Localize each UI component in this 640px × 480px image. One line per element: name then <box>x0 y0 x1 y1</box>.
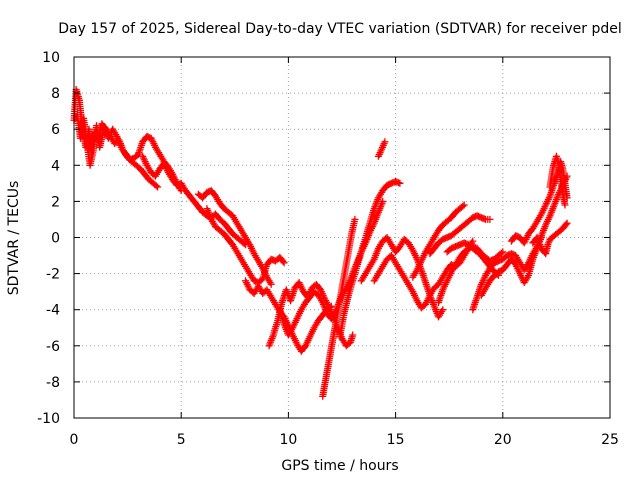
series-markers <box>546 152 569 209</box>
data-series-arc-9 <box>319 215 359 400</box>
data-series-arc-11 <box>374 138 389 160</box>
y-tick-label: 8 <box>51 86 60 102</box>
data-series <box>70 86 571 400</box>
series-markers <box>319 215 359 400</box>
x-tick-label: 20 <box>494 432 512 448</box>
y-tick-label: -6 <box>46 339 60 355</box>
y-tick-label: -4 <box>46 303 60 319</box>
series-markers <box>203 205 288 287</box>
series-markers <box>409 201 468 281</box>
series-markers <box>73 111 185 195</box>
series-markers <box>357 234 447 321</box>
chart-title: Day 157 of 2025, Sidereal Day-to-day VTE… <box>58 21 622 37</box>
series-markers <box>426 212 494 258</box>
x-tick-label: 5 <box>177 432 186 448</box>
x-axis-label: GPS time / hours <box>281 458 398 474</box>
x-tick-label: 25 <box>601 432 619 448</box>
y-tick-label: -2 <box>46 267 60 283</box>
y-tick-label: 0 <box>51 231 60 247</box>
series-markers <box>336 178 404 341</box>
y-tick-label: -10 <box>37 411 60 427</box>
series-markers <box>529 219 571 258</box>
data-series-arc-15 <box>426 212 494 258</box>
data-series-arc-12 <box>357 234 447 321</box>
y-tick-label: 6 <box>51 122 60 138</box>
data-series-arc-3 <box>139 152 249 249</box>
x-tick-label: 15 <box>387 432 405 448</box>
y-tick-label: -8 <box>46 375 60 391</box>
y-axis-label: SDTVAR / TECUs <box>6 181 22 296</box>
y-tick-label: 10 <box>42 50 60 66</box>
data-series-arc-10 <box>336 178 404 341</box>
data-series-arc-22 <box>546 152 569 209</box>
axis-ticks: 0 5 10 15 20 25 -10 -8 -6 -4 -2 0 2 4 6 8 10 <box>37 50 619 448</box>
series-markers <box>469 234 545 314</box>
x-tick-label: 0 <box>70 432 79 448</box>
series-markers <box>374 138 389 160</box>
y-tick-label: 4 <box>51 158 60 174</box>
series-markers <box>477 172 571 299</box>
data-series-arc-19 <box>477 172 571 299</box>
x-tick-label: 10 <box>279 432 297 448</box>
data-series-arc-5 <box>203 205 288 287</box>
y-tick-label: 2 <box>51 194 60 210</box>
data-series-arc-2 <box>73 111 185 195</box>
data-series-arc-14 <box>409 201 468 281</box>
data-series-arc-18 <box>469 234 545 314</box>
series-markers <box>139 152 249 249</box>
data-series-arc-21 <box>529 219 571 258</box>
